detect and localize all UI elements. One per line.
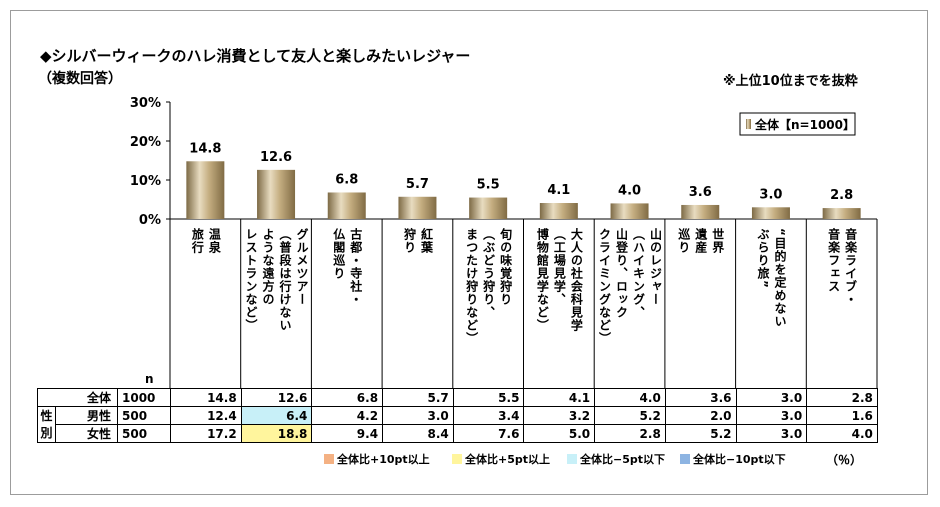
bar [822,208,861,219]
y-tick-label: 10% [130,174,161,189]
bar-value-label: 3.0 [759,187,782,202]
legend-item: 全体比+10pt以上 [324,451,430,467]
table-cell: 5.0 [523,424,596,443]
row-label: 女性 [55,424,118,443]
table-cell: 4.0 [594,388,666,407]
legend-text: 全体比−10pt以下 [693,453,786,466]
category-label: 世界 遺産 巡り [676,228,725,254]
table-cell: 18.8 [240,424,313,443]
bar [610,203,649,219]
category-label: “目的を定めない ぶらり旅” [755,228,787,328]
chart-subtitle: （複数回答） [38,71,122,87]
legend-swatch [567,454,577,464]
table-cell: 4.0 [806,424,878,443]
bar [469,197,508,219]
category-label: 大人の社会科見学 （工場見学、 博物館見学など） [535,228,584,332]
chart-title: ◆シルバーウィークのハレ消費として友人と楽しみたいレジャー [40,47,471,65]
unit-label: （％） [826,453,863,467]
legend-item: 全体比−5pt以下 [567,451,665,467]
table-cell: 3.2 [523,406,596,425]
bar-value-label: 14.8 [189,141,221,156]
table-cell: 6.8 [311,388,384,407]
legend-box [739,112,856,136]
table-cell: 4.2 [311,406,384,425]
category-label: 旬の味覚狩り （ぶどう狩り、 まつたけ狩りなど） [464,228,513,345]
table-cell: 8.4 [382,424,454,443]
row-label: 男性 [55,406,118,425]
table-cell: 5.7 [382,388,454,407]
category-label: 山のレジャー （ハイキング、 山登り、ロック クライミングなど） [597,228,663,345]
legend-text: 全体比−5pt以下 [580,453,666,466]
data-table: 全体 1000 14.8 12.6 6.8 5.7 5.5 4.1 4.0 3.6 3.0 2.8 性別… [37,388,878,443]
bar [681,204,720,219]
table-row: 全体 1000 14.8 12.6 6.8 5.7 5.5 4.1 4.0 3.6 3.0 2.8 [37,388,878,407]
table-cell: 3.4 [452,406,525,425]
legend-label: 全体【n=1000】 [754,117,855,132]
bar-value-label: 4.0 [618,183,641,198]
table-cell: 3.0 [735,424,808,443]
bar [398,196,437,219]
y-tick-label: 20% [130,135,161,150]
table-row: 女性 500 17.2 18.8 9.4 8.4 7.6 5.0 2.8 5.2 3.0 4.0 [38,424,878,443]
bar [751,207,790,219]
n-label: n [145,372,154,386]
table-cell: 3.0 [382,406,454,425]
row-n: 500 [117,406,171,425]
group-label: 性別 [37,406,56,443]
bar-value-label: 3.6 [689,185,712,200]
table-cell: 4.1 [523,388,596,407]
table-cell: 3.0 [735,388,808,407]
bar-value-label: 5.5 [477,178,500,193]
bar [257,169,296,219]
table-cell: 3.6 [664,388,737,407]
category-label: 温泉 旅行 [190,228,222,254]
bar-value-label: 5.7 [406,177,429,192]
legend-text: 全体比+5pt以上 [465,453,551,466]
row-n: 500 [117,424,171,443]
table-cell: 14.8 [170,388,242,407]
table-cell: 5.2 [664,424,737,443]
bar [186,161,225,219]
legend-item: 全体比−10pt以下 [680,451,786,467]
bar [539,203,578,219]
bar-value-label: 12.6 [260,150,292,165]
row-label: 全体 [37,388,118,407]
category-label: 紅葉 狩り [402,228,434,254]
table-cell: 12.4 [170,406,242,425]
table-cell: 2.8 [594,424,666,443]
table-cell: 2.0 [664,406,737,425]
top10-note: ※上位10位までを抜粋 [723,74,858,89]
table-cell: 2.8 [806,388,878,407]
legend-swatch [680,454,690,464]
category-label: グルメツアー （普段は行けない ような遠方の レストランなど） [244,228,310,332]
row-n: 1000 [117,388,171,407]
bar-value-label: 2.8 [830,188,853,203]
legend-swatch [324,454,334,464]
table-cell: 17.2 [170,424,242,443]
table-cell: 3.0 [735,406,808,425]
y-tick-label: 0% [139,213,161,228]
table-row: 性別 男性 500 12.4 6.4 4.2 3.0 3.4 3.2 5.2 2.0 3.0 1.6 [37,406,878,443]
table-cell: 5.5 [452,388,525,407]
legend-swatch [746,119,751,129]
legend-item: 全体比+5pt以上 [452,451,550,467]
legend-swatch [452,454,462,464]
table-cell: 1.6 [806,406,878,425]
category-label: 古都・寺社・ 仏閣巡り [331,228,363,306]
legend-text: 全体比+10pt以上 [337,453,430,466]
frame [10,10,928,495]
table-cell: 6.4 [240,406,313,425]
bar [327,192,366,219]
table-cell: 9.4 [311,424,384,443]
table-cell: 5.2 [594,406,666,425]
bar-value-label: 6.8 [335,172,358,187]
y-tick-label: 30% [130,96,161,111]
category-label: 音楽ライブ・ 音楽フェス [826,228,858,306]
bar-value-label: 4.1 [547,183,570,198]
table-cell: 7.6 [452,424,525,443]
table-cell: 12.6 [240,388,313,407]
